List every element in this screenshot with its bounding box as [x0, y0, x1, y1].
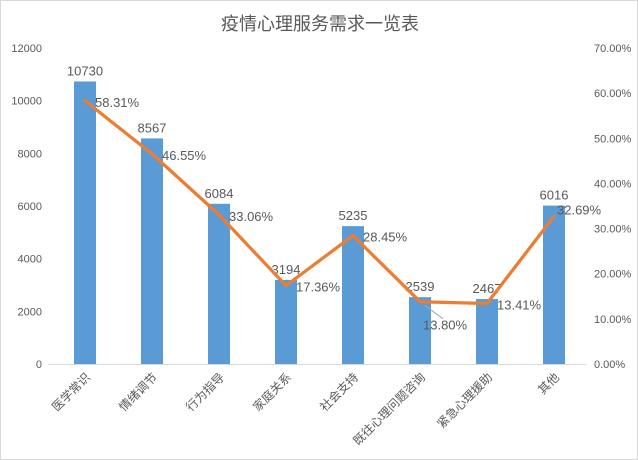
- secondary-axis-tick-label: 40.00%: [594, 178, 632, 190]
- secondary-axis-tick-label: 10.00%: [594, 314, 632, 326]
- primary-axis-tick-label: 8000: [18, 148, 42, 160]
- category-label: 医学常识: [49, 370, 94, 415]
- secondary-axis-tick-label: 50.00%: [594, 133, 632, 145]
- bar-value-label: 3194: [272, 262, 301, 277]
- line-point-label: 17.36%: [296, 280, 341, 295]
- line-point-label: 28.45%: [363, 230, 408, 245]
- bar-value-label: 6016: [540, 188, 569, 203]
- line-point-label: 33.06%: [229, 209, 274, 224]
- primary-axis-tick-label: 10000: [11, 96, 42, 108]
- percentage-line: [83, 99, 556, 306]
- bar-value-label: 8567: [138, 120, 167, 135]
- category-label: 社会支持: [317, 370, 362, 415]
- chart-title: 疫情心理服务需求一览表: [221, 14, 419, 34]
- bar: [141, 138, 163, 364]
- category-label: 行为指导: [183, 370, 228, 415]
- bar: [476, 299, 498, 364]
- line-point-label: 46.55%: [162, 148, 207, 163]
- line-point-label: 58.31%: [95, 95, 140, 110]
- category-label: 家庭关系: [250, 370, 295, 415]
- category-label: 既往心理问题咨询: [350, 370, 428, 448]
- line-point-label: 13.80%: [423, 318, 468, 333]
- category-label: 情绪调节: [116, 370, 160, 414]
- label-leader-line: [424, 305, 444, 320]
- category-label: 紧急心理援助: [434, 370, 496, 432]
- primary-axis-tick-label: 0: [36, 359, 42, 371]
- bar: [74, 81, 96, 365]
- primary-axis-tick-label: 2000: [18, 306, 42, 318]
- bar-value-label: 10730: [67, 63, 103, 78]
- bar-value-label: 6084: [205, 186, 234, 201]
- secondary-axis-tick-label: 70.00%: [594, 43, 632, 55]
- primary-axis-tick-label: 12000: [11, 43, 42, 55]
- secondary-axis-tick-label: 0.00%: [594, 359, 625, 371]
- primary-axis-tick-label: 4000: [18, 254, 42, 266]
- bar: [275, 279, 297, 364]
- secondary-axis-tick-label: 20.00%: [594, 269, 632, 281]
- primary-axis-tick-label: 6000: [18, 201, 42, 213]
- bar: [208, 203, 230, 364]
- bar-value-label: 5235: [339, 208, 368, 223]
- bar-value-label: 2539: [406, 279, 435, 294]
- category-label: 其他: [535, 370, 562, 397]
- secondary-axis-tick-label: 60.00%: [594, 88, 632, 100]
- bar: [342, 226, 364, 364]
- line-point-label: 13.41%: [497, 297, 542, 312]
- bar: [543, 205, 565, 364]
- secondary-axis-tick-label: 30.00%: [594, 224, 632, 236]
- line-point-label: 32.69%: [557, 202, 602, 217]
- bar: [409, 297, 431, 364]
